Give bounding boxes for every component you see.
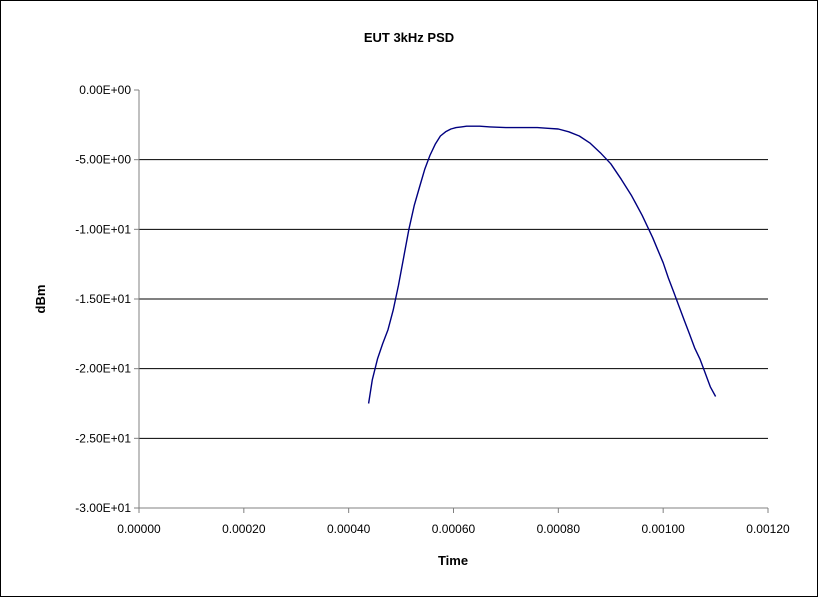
- x-tick-label-0: 0.00000: [117, 522, 161, 536]
- y-axis-label: dBm: [33, 285, 48, 314]
- y-tick-label-2: -1.00E+01: [75, 222, 131, 236]
- x-tick-label-2: 0.00040: [327, 522, 371, 536]
- x-tick-label-5: 0.00100: [641, 522, 685, 536]
- y-tick-label-5: -2.50E+01: [75, 431, 131, 445]
- x-tick-label-6: 0.00120: [746, 522, 790, 536]
- series-line-0: [367, 125, 717, 404]
- y-tick-label-3: -1.50E+01: [75, 292, 131, 306]
- x-axis-label: Time: [438, 553, 468, 568]
- grid-lines: [139, 159, 768, 439]
- y-tick-label-0: 0.00E+00: [79, 83, 131, 97]
- x-tick-label-3: 0.00060: [432, 522, 476, 536]
- chart-title: EUT 3kHz PSD: [364, 30, 454, 45]
- y-tick-label-1: -5.00E+00: [75, 153, 131, 167]
- x-tick-label-1: 0.00020: [222, 522, 266, 536]
- axes: 0.00E+00 -5.00E+00 -1.00E+01 -1.50E+01 -2.00…: [75, 83, 790, 536]
- series-layer: [367, 125, 717, 404]
- y-tick-label-6: -3.00E+01: [75, 501, 131, 515]
- x-tick-label-4: 0.00080: [537, 522, 581, 536]
- y-tick-label-4: -2.00E+01: [75, 362, 131, 376]
